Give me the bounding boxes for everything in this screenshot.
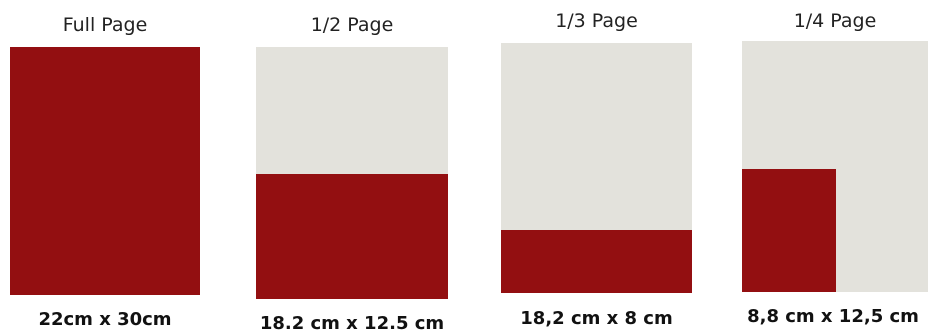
- page-diagram: [10, 47, 200, 295]
- format-title: 1/3 Page: [555, 10, 638, 32]
- page-diagram: [256, 47, 448, 299]
- format-title: Full Page: [62, 14, 148, 36]
- format-dimensions: 22cm x 30cm: [38, 309, 172, 330]
- format-dimensions: 18,2 cm x 8 cm: [520, 308, 673, 329]
- ad-area: [742, 169, 836, 292]
- ad-area: [10, 47, 200, 295]
- format-dimensions: 8,8 cm x 12,5 cm: [747, 306, 919, 327]
- format-title: 1/2 Page: [310, 14, 394, 36]
- page-diagram: [742, 41, 928, 292]
- format-dimensions: 18.2 cm x 12.5 cm: [259, 313, 445, 334]
- ad-area: [256, 174, 448, 299]
- format-title: 1/4 Page: [793, 10, 877, 32]
- ad-area: [501, 230, 692, 293]
- page-diagram: [501, 43, 692, 293]
